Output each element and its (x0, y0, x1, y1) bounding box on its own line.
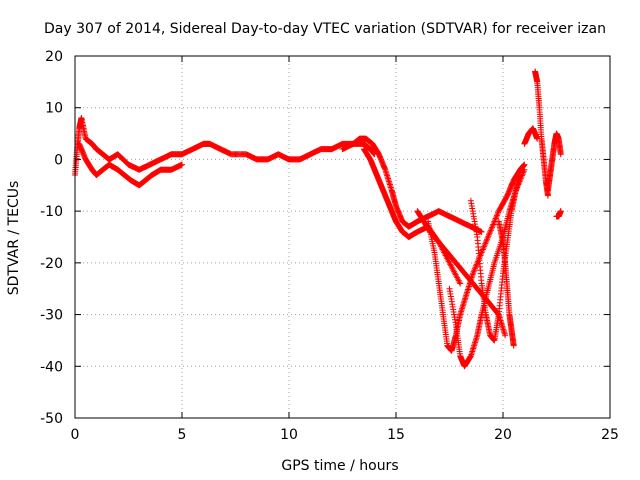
data-point-marker (534, 135, 541, 142)
y-tick-label: 10 (45, 101, 63, 117)
x-tick-label: 15 (387, 427, 405, 443)
chart-title: Day 307 of 2014, Sidereal Day-to-day VTE… (44, 21, 606, 37)
series-track-13 (553, 208, 564, 220)
data-point-marker (480, 245, 487, 252)
data-point-marker (457, 280, 464, 287)
data-point-marker (490, 221, 497, 228)
y-tick-label: -30 (40, 308, 63, 324)
data-point-marker (490, 219, 497, 226)
data-point-marker (521, 166, 528, 173)
x-tick-label: 25 (601, 427, 619, 443)
data-point-marker (471, 265, 478, 272)
data-point-marker (493, 214, 500, 221)
tick-labels: 0 5 10 15 20 25 -50 -40 -30 -20 -10 0 10 20 (40, 49, 619, 443)
plot-frame (74, 55, 611, 419)
data-point-marker (470, 268, 477, 275)
series-track-3 (339, 135, 485, 235)
data-point-marker (486, 230, 493, 237)
grid (75, 56, 610, 418)
x-tick-label: 0 (71, 427, 80, 443)
data-point-marker (484, 236, 491, 243)
data-point-marker (520, 169, 527, 176)
data-point-marker (492, 215, 499, 222)
data-point-marker (510, 342, 517, 349)
data-point-marker (502, 332, 509, 339)
data-point-marker (470, 270, 477, 277)
data-point-marker (487, 228, 494, 235)
x-tick-label: 10 (280, 427, 298, 443)
data-point-marker (179, 161, 185, 168)
series-track-2 (76, 140, 185, 189)
data-point-marker (517, 171, 524, 178)
data-point-marker (482, 239, 489, 246)
data-point-marker (484, 234, 491, 241)
data-point-marker (495, 209, 502, 216)
data-point-marker (492, 217, 499, 224)
data-point-marker (479, 248, 486, 255)
series-track-9 (495, 218, 517, 349)
y-axis-label: SDTVAR / TECUs (6, 181, 22, 296)
data-point-marker (482, 240, 489, 247)
data-point-marker (479, 246, 486, 253)
data-point-marker (520, 168, 527, 175)
series-track-6 (425, 161, 528, 354)
x-axis-label: GPS time / hours (281, 458, 398, 474)
data-point-marker (485, 231, 492, 238)
data-point-marker (544, 192, 551, 199)
y-tick-label: -10 (40, 204, 63, 220)
x-tick-label: 20 (494, 427, 512, 443)
data-point-marker (481, 242, 488, 249)
series-track-11 (521, 125, 541, 147)
y-tick-label: -40 (40, 359, 63, 375)
y-tick-label: -20 (40, 256, 63, 272)
y-tick-label: 0 (54, 152, 63, 168)
data-point-marker (521, 161, 528, 168)
data-point-marker (493, 212, 500, 219)
data-point-marker (489, 222, 496, 229)
data-point-marker (494, 211, 501, 218)
data-point-marker (481, 243, 488, 250)
data-point-marker (471, 267, 478, 274)
data-point-marker (488, 224, 495, 231)
data-point-marker (456, 279, 463, 286)
data-point-marker (557, 208, 564, 215)
axis-ticks (74, 55, 611, 419)
y-tick-label: 20 (45, 49, 63, 65)
data-point-marker (557, 151, 564, 158)
series-track-12 (544, 130, 564, 194)
data-point-marker (473, 261, 480, 268)
data-point-marker (487, 227, 494, 234)
data-point-marker (478, 228, 485, 235)
data-point-marker (488, 225, 495, 232)
data-point-marker (485, 233, 492, 240)
data-points (72, 68, 564, 370)
data-point-marker (483, 237, 490, 244)
y-tick-label: -50 (40, 411, 63, 427)
data-point-marker (473, 262, 480, 269)
x-tick-label: 5 (178, 427, 187, 443)
data-point-marker (478, 249, 485, 256)
